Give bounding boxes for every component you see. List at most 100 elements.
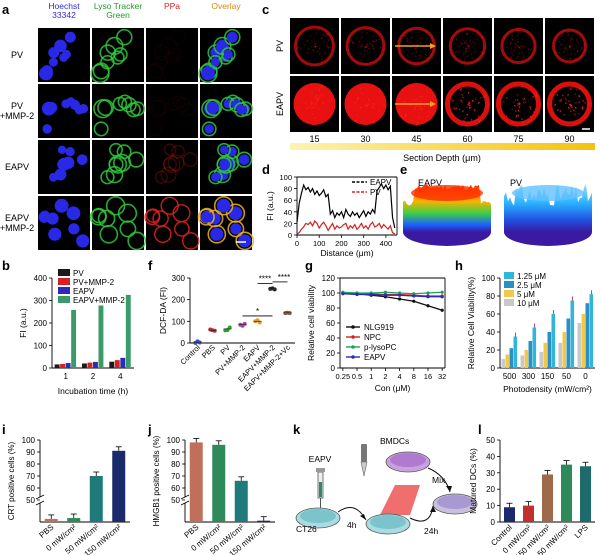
- x-axis-label: Incubation time (h): [58, 386, 129, 396]
- x-tick-label: PBS: [37, 523, 55, 540]
- speckle: [406, 38, 409, 40]
- speckle: [571, 44, 574, 46]
- speckle: [511, 35, 513, 38]
- overlay-ring: [201, 121, 217, 137]
- speckle: [504, 38, 506, 40]
- speckle: [568, 45, 571, 47]
- speckle: [511, 31, 514, 34]
- ppa-ring: [163, 143, 177, 157]
- ppa-ring: [160, 166, 177, 183]
- legend-marker: [351, 355, 355, 359]
- panel-a-image-grid: [38, 28, 255, 251]
- bar: [532, 327, 537, 368]
- panel-a-row-label-line: PV: [11, 101, 23, 111]
- pipette-icon: [360, 444, 368, 477]
- panel-k: k EAPV BMDCs: [293, 422, 478, 536]
- speckle: [574, 53, 576, 55]
- speckle: [364, 46, 367, 48]
- legend-label: EAPV: [370, 178, 392, 187]
- bar-pv-mmp-2: [87, 362, 93, 368]
- speckle: [305, 107, 308, 109]
- speckle: [431, 39, 433, 42]
- speckle: [523, 45, 526, 48]
- speckle: [327, 39, 330, 41]
- panel-j: j 50 60 70 80 90 100 HMGB1 positive cells (%) P…: [147, 422, 275, 555]
- speckle: [517, 109, 520, 112]
- speckle: [364, 110, 366, 113]
- speckle: [353, 102, 356, 104]
- speckle: [466, 42, 468, 44]
- speckle: [315, 32, 318, 35]
- lyso-ring: [128, 151, 145, 168]
- speckle: [361, 36, 363, 38]
- y-axis-label: DCF-DA (FI): [158, 287, 168, 334]
- nucleus-dot: [68, 223, 80, 235]
- speckle: [574, 113, 576, 116]
- speckle: [456, 37, 458, 39]
- bar: [513, 336, 518, 368]
- speckle: [509, 42, 512, 44]
- speckle: [313, 44, 315, 46]
- y-tick-label: 40: [486, 452, 495, 461]
- x-tick-label: 200: [335, 239, 348, 248]
- legend-label: 5 μM: [517, 290, 535, 299]
- speckle: [416, 44, 419, 46]
- speckle: [361, 44, 364, 46]
- tile-background: [146, 84, 198, 138]
- speckle: [458, 108, 461, 111]
- speckle: [360, 37, 362, 40]
- panel-a-row-label-line: EAPV: [5, 162, 29, 172]
- nucleus-dot: [42, 124, 52, 134]
- speckle: [322, 34, 324, 36]
- speckle: [319, 53, 321, 55]
- speckle: [318, 44, 321, 47]
- speckle: [320, 37, 323, 40]
- speckle: [325, 33, 328, 35]
- bar: [570, 300, 575, 368]
- speckle: [462, 55, 464, 57]
- speckle: [477, 102, 480, 104]
- speckle: [571, 106, 573, 108]
- speckle: [314, 102, 316, 105]
- speckle: [500, 110, 503, 112]
- tumor-rim: [448, 27, 487, 65]
- speckle: [465, 50, 467, 52]
- lyso-ring: [116, 28, 133, 46]
- speckle: [562, 94, 564, 97]
- speckle: [528, 48, 531, 51]
- speckle: [583, 43, 585, 46]
- ppa-ring: [154, 44, 170, 61]
- speckle: [519, 103, 521, 105]
- speckle: [364, 53, 366, 55]
- speckle: [459, 89, 462, 91]
- speckle: [500, 108, 502, 110]
- data-point: [426, 304, 430, 308]
- speckle: [462, 110, 464, 112]
- speckle: [556, 94, 559, 96]
- overlay-nucleus: [201, 66, 215, 81]
- panel-e-label-eapv: EAPV: [418, 178, 442, 188]
- speckle: [365, 46, 367, 49]
- y-tick-label: 40: [284, 208, 292, 217]
- speckle: [321, 60, 323, 63]
- speckle: [574, 123, 576, 125]
- micrograph-tile: [92, 140, 145, 194]
- speckle: [578, 95, 580, 97]
- speckle: [412, 85, 414, 87]
- speckle: [516, 94, 519, 96]
- legend-swatch: [504, 290, 514, 297]
- ppa-ring: [154, 170, 169, 184]
- bar-eapv: [93, 361, 98, 368]
- chart-j: 50 60 70 80 90 100 HMGB1 positive cells (%) PBS…: [152, 435, 275, 555]
- speckle: [349, 40, 351, 42]
- speckle: [311, 46, 313, 48]
- speckle: [478, 120, 481, 122]
- panel-c: c PV EAPV 15 30 45 60 75 90 Section Depth (μm): [262, 2, 595, 163]
- speckle: [462, 46, 465, 48]
- speckle: [426, 44, 428, 46]
- data-point: [341, 292, 345, 296]
- speckle: [368, 47, 370, 50]
- axis-break-mark: [35, 494, 45, 500]
- speckle: [360, 46, 362, 48]
